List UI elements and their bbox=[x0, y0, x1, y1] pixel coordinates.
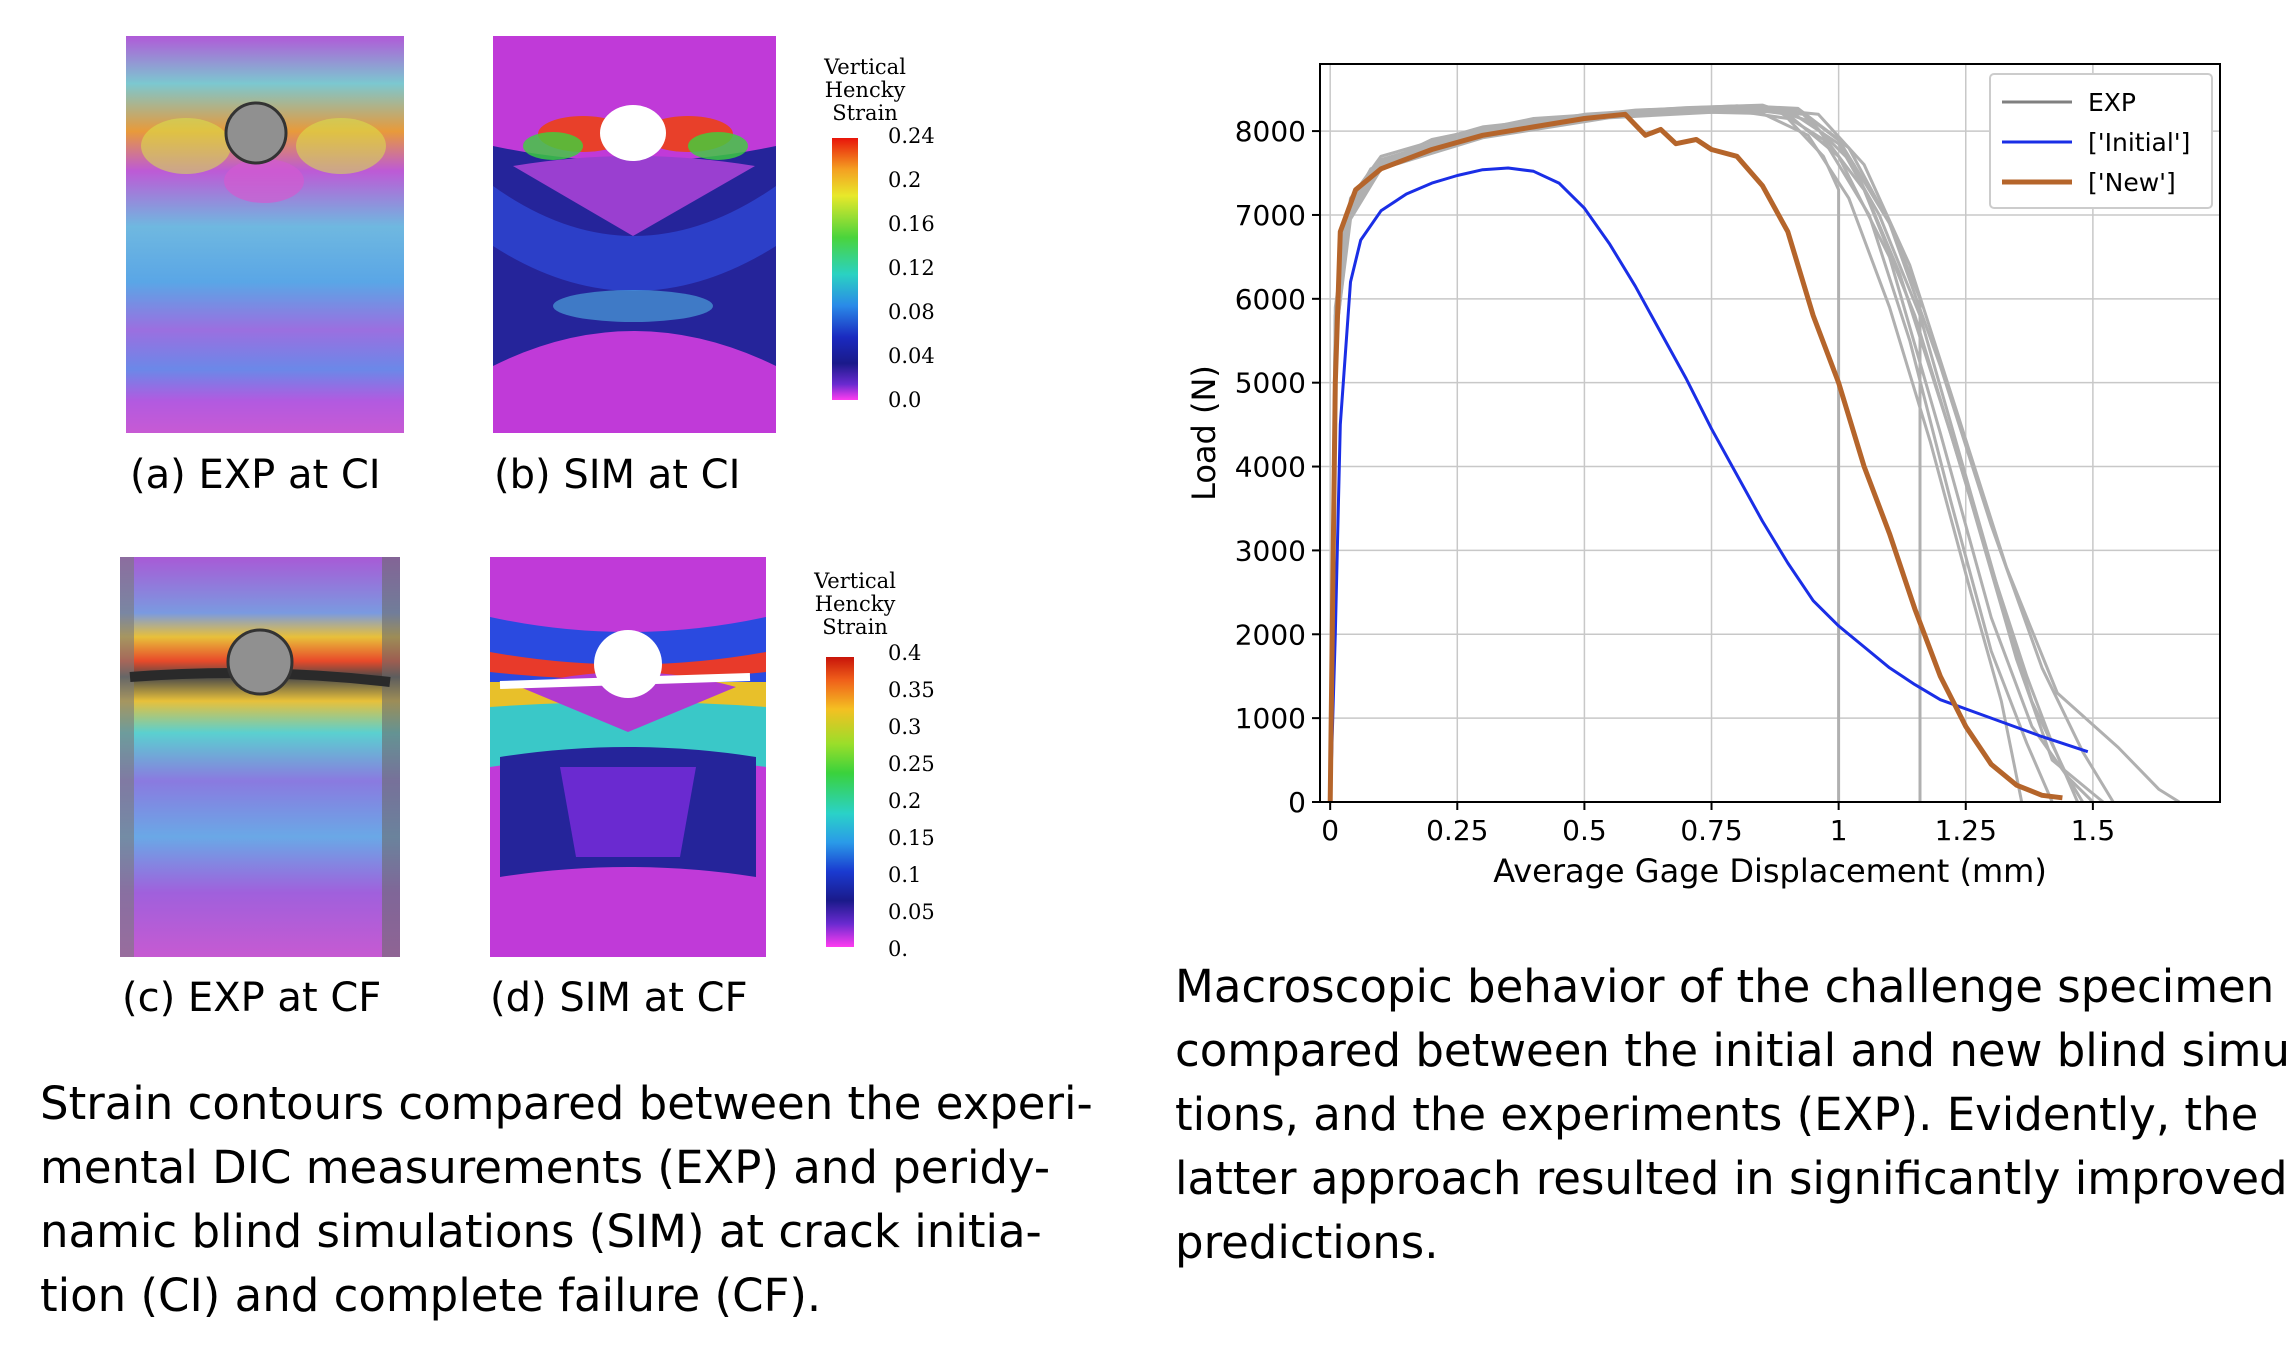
x-axis-label: Average Gage Displacement (mm) bbox=[1493, 852, 2047, 890]
x-tick-label: 1.25 bbox=[1935, 814, 1997, 847]
colorbar-bottom-tick: 0.3 bbox=[888, 715, 922, 739]
y-tick-label: 2000 bbox=[1235, 618, 1306, 651]
y-tick-label: 6000 bbox=[1235, 283, 1306, 316]
caption-line: tion (CI) and complete failure (CF). bbox=[40, 1269, 822, 1322]
y-tick-label: 1000 bbox=[1235, 702, 1306, 735]
caption-line: tions, and the experiments (EXP). Eviden… bbox=[1175, 1088, 2259, 1141]
legend-label: ['Initial'] bbox=[2088, 128, 2190, 157]
legend-label: EXP bbox=[2088, 88, 2136, 117]
panel-c-exp-cf bbox=[120, 557, 400, 957]
series-line bbox=[1328, 104, 2115, 803]
y-tick-label: 5000 bbox=[1235, 367, 1306, 400]
series-line bbox=[1328, 166, 2089, 803]
x-tick-label: 0 bbox=[1321, 814, 1339, 847]
caption-line: compared between the initial and new bli… bbox=[1175, 1024, 2287, 1077]
colorbar-bottom-tick: 0.2 bbox=[888, 789, 922, 813]
panel-b-sim-ci bbox=[493, 36, 776, 433]
x-tick-label: 0.75 bbox=[1680, 814, 1742, 847]
right-caption: Macroscopic behavior of the challenge sp… bbox=[1175, 955, 2287, 1275]
panel-c-image bbox=[120, 557, 400, 957]
panel-c-label: (c) EXP at CF bbox=[122, 975, 382, 1021]
series-line bbox=[1328, 109, 1841, 803]
legend-label: ['New'] bbox=[2088, 168, 2176, 197]
panel-b-image bbox=[493, 36, 776, 433]
panel-d-label: (d) SIM at CF bbox=[490, 975, 748, 1021]
colorbar-top-tick: 0.08 bbox=[888, 300, 935, 324]
legend-box bbox=[1989, 73, 2213, 209]
panel-b-label: (b) SIM at CI bbox=[494, 452, 741, 498]
y-tick-label: 8000 bbox=[1235, 115, 1306, 148]
x-tick-label: 1 bbox=[1830, 814, 1848, 847]
x-tick-label: 1.5 bbox=[2071, 814, 2116, 847]
y-tick-label: 7000 bbox=[1235, 199, 1306, 232]
panel-d-image bbox=[490, 557, 766, 957]
colorbar-top-tick: 0.16 bbox=[888, 212, 935, 236]
series-line bbox=[1327, 111, 2063, 803]
x-tick-label: 0.25 bbox=[1426, 814, 1488, 847]
plot-frame bbox=[1319, 63, 2221, 803]
panel-a-label: (a) EXP at CI bbox=[130, 452, 381, 498]
colorbar-bottom-tick: 0. bbox=[888, 937, 909, 961]
panel-d-sim-cf bbox=[490, 557, 766, 957]
series-line bbox=[1328, 107, 2079, 803]
caption-line: predictions. bbox=[1175, 1216, 1439, 1269]
y-tick-label: 0 bbox=[1288, 786, 1306, 819]
x-tick-label: 0.5 bbox=[1562, 814, 1607, 847]
caption-line: mental DIC measurements (EXP) and peridy… bbox=[40, 1141, 1051, 1194]
colorbar-bottom-tick: 0.25 bbox=[888, 752, 935, 776]
series-line bbox=[1328, 104, 1922, 803]
left-caption: Strain contours compared between the exp… bbox=[40, 1072, 1093, 1328]
caption-line: Macroscopic behavior of the challenge sp… bbox=[1175, 960, 2275, 1013]
load-displacement-chart: 0 0.25 0.5 0.75 1 1.25 1.5 0 1000 2000 3000 4000 500… bbox=[1185, 63, 2221, 890]
series-line bbox=[1328, 104, 2181, 804]
y-axis-label: Load (N) bbox=[1185, 365, 1223, 501]
caption-line: namic blind simulations (SIM) at crack i… bbox=[40, 1205, 1042, 1258]
colorbar-bottom-title: Vertical Hencky Strain bbox=[814, 569, 896, 639]
colorbar-top-tick: 0.0 bbox=[888, 388, 922, 412]
colorbar-bottom-tick: 0.15 bbox=[888, 826, 935, 850]
colorbar-top-tick: 0.2 bbox=[888, 168, 922, 192]
colorbar-top-tick: 0.04 bbox=[888, 344, 935, 368]
colorbar-bottom bbox=[826, 657, 854, 947]
y-tick-label: 4000 bbox=[1235, 451, 1306, 484]
panel-a-exp-ci bbox=[126, 36, 404, 433]
colorbar-top bbox=[832, 138, 858, 400]
colorbar-top-tick: 0.24 bbox=[888, 124, 935, 148]
panel-a-image bbox=[126, 36, 404, 433]
colorbar-top-title: Vertical Hencky Strain bbox=[824, 55, 906, 125]
y-tick-label: 3000 bbox=[1235, 534, 1306, 567]
colorbar-bottom-tick: 0.1 bbox=[888, 863, 922, 887]
series-line bbox=[1328, 103, 2105, 804]
colorbar-bottom-tick: 0.05 bbox=[888, 900, 935, 924]
colorbar-bottom-tick: 0.35 bbox=[888, 678, 935, 702]
caption-line: latter approach resulted in significantl… bbox=[1175, 1152, 2287, 1205]
colorbar-top-tick: 0.12 bbox=[888, 256, 935, 280]
caption-line: Strain contours compared between the exp… bbox=[40, 1077, 1093, 1130]
series-line bbox=[1328, 108, 2054, 803]
colorbar-bottom-tick: 0.4 bbox=[888, 641, 922, 665]
